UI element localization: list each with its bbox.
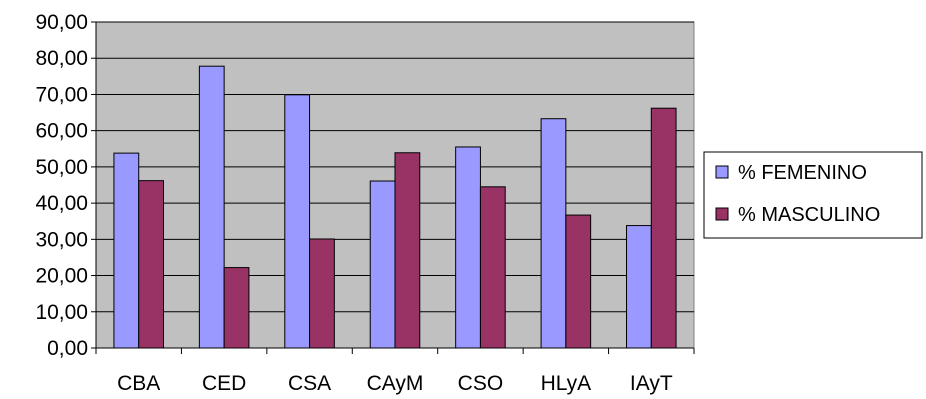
bar-femenino-caym xyxy=(369,180,396,349)
legend-swatch-femenino xyxy=(715,165,729,179)
x-tick-label: CSO xyxy=(458,372,504,395)
bar-masculino-csa xyxy=(309,238,335,349)
x-tick-labels: CBA CED CSA CAyM CSO HLyA IAyT xyxy=(117,372,673,395)
axes xyxy=(91,21,695,354)
bar-femenino-iayt xyxy=(626,225,652,349)
y-tick-label: 30,00 xyxy=(35,228,88,251)
y-tick-label: 60,00 xyxy=(35,120,88,143)
legend-label-femenino: % FEMENINO xyxy=(738,162,867,184)
y-tick-label: 10,00 xyxy=(35,301,88,324)
legend-label-masculino: % MASCULINO xyxy=(738,204,880,226)
bar-femenino-ced xyxy=(198,65,225,349)
legend-box xyxy=(703,151,923,239)
gridlines xyxy=(96,21,694,313)
y-tick-label: 70,00 xyxy=(35,83,88,106)
x-tick-label: CAyM xyxy=(367,372,424,395)
bar-femenino-cba xyxy=(113,152,140,349)
bar-masculino-hlya xyxy=(565,214,592,349)
bar-masculino-iayt xyxy=(650,107,677,349)
x-tick-label: IAyT xyxy=(630,372,673,395)
bar-femenino-csa xyxy=(284,94,311,349)
y-tick-label: 50,00 xyxy=(35,156,88,179)
legend: % FEMENINO % MASCULINO xyxy=(703,151,923,239)
bars xyxy=(113,65,677,349)
y-tick-label: 20,00 xyxy=(35,265,88,288)
x-tick-label: CSA xyxy=(288,372,331,395)
bar-masculino-ced xyxy=(223,267,250,349)
x-tick-label: CED xyxy=(202,372,246,395)
bar-masculino-cba xyxy=(138,180,164,349)
y-tick-label: 80,00 xyxy=(35,47,88,70)
y-tick-labels: 0,00 10,00 20,00 30,00 40,00 50,00 60,00 70,00 8… xyxy=(35,11,88,360)
legend-swatch-masculino xyxy=(715,207,729,221)
y-tick-label: 40,00 xyxy=(35,192,88,215)
x-tick-label: CBA xyxy=(117,372,160,395)
bar-femenino-hlya xyxy=(540,118,567,349)
bar-masculino-caym xyxy=(394,152,421,349)
x-tick-label: HLyA xyxy=(541,372,592,395)
bar-masculino-cso xyxy=(479,186,506,349)
y-tick-label: 90,00 xyxy=(35,11,88,34)
bar-femenino-cso xyxy=(455,146,481,349)
y-tick-label: 0,00 xyxy=(47,337,88,360)
